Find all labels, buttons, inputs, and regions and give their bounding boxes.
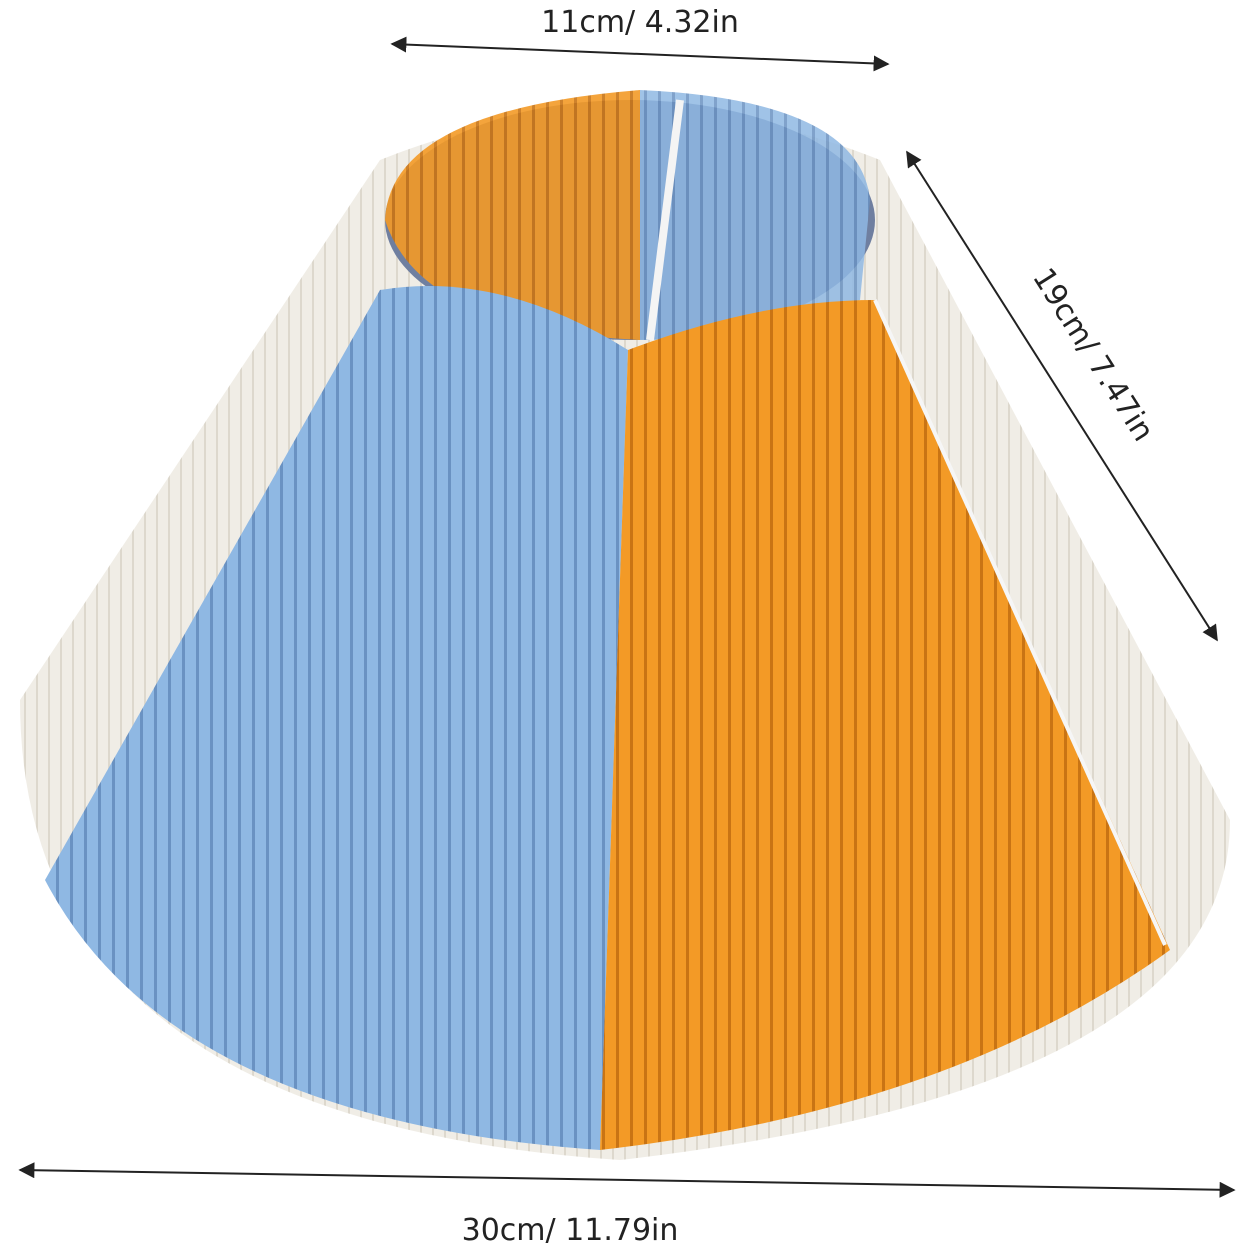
side-dimension: 19cm/ 7.47in	[1025, 262, 1160, 448]
orange-panel	[600, 300, 1170, 1150]
frame-strut	[646, 99, 684, 341]
dimension-arrows	[18, 36, 1236, 1198]
side-arrow	[906, 150, 1218, 642]
top-arrow	[390, 36, 890, 72]
bottom-arrow	[18, 1162, 1236, 1198]
inner-orange	[385, 90, 640, 340]
inner-blue	[640, 90, 870, 340]
top-dimension: 11cm/ 4.32in	[541, 5, 739, 40]
bottom-dimension: 30cm/ 11.79in	[462, 1213, 679, 1248]
lampshade	[20, 90, 1230, 1160]
blue-panel	[45, 286, 628, 1150]
